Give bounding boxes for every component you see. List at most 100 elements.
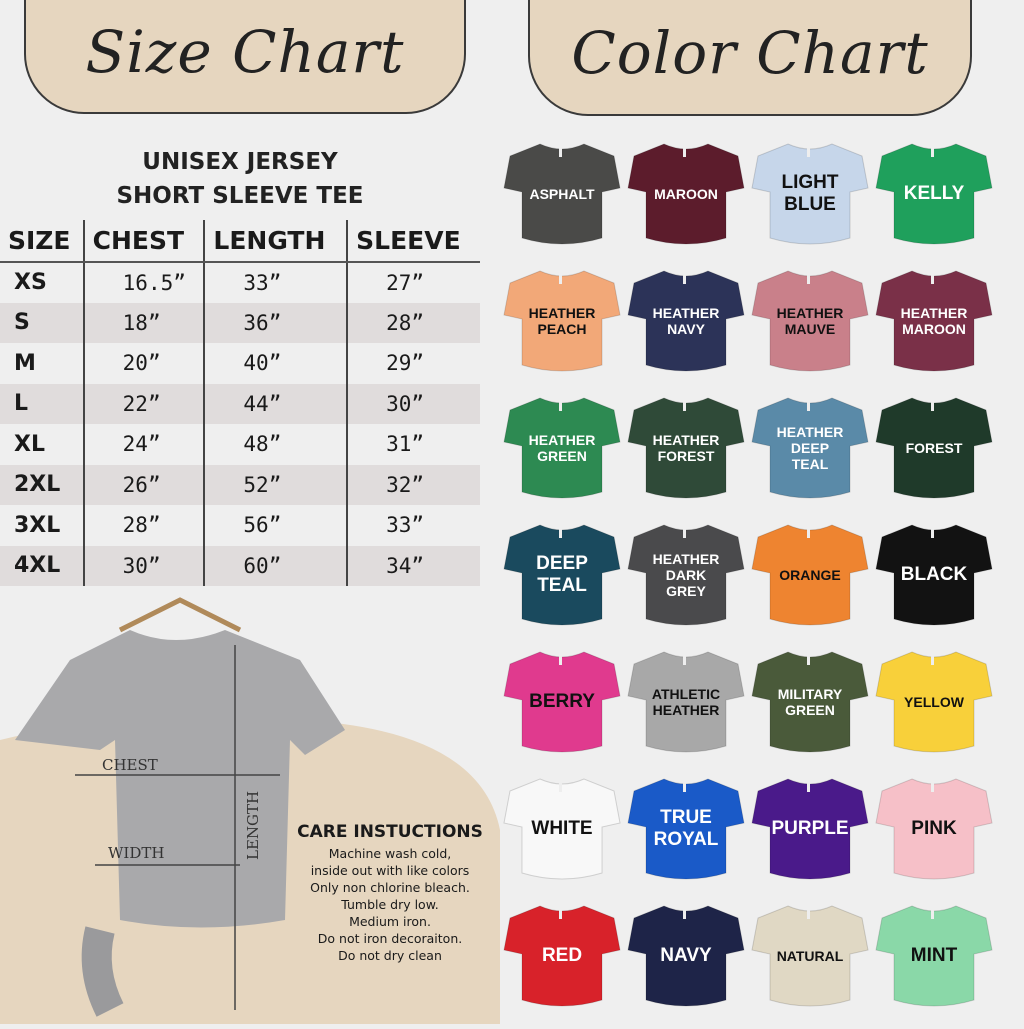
tshirt-icon — [751, 778, 869, 880]
measurement-cell: 31” — [346, 424, 480, 465]
table-row: XL 24” 48” 31” — [0, 424, 480, 465]
color-name: ORANGE — [779, 567, 841, 583]
tshirt-icon — [751, 397, 869, 499]
column-header: SIZE — [0, 220, 84, 263]
color-name: HEATHER DARK GREY — [652, 551, 720, 599]
measurement-cell: 28” — [82, 505, 205, 546]
size-cell: S — [0, 302, 84, 343]
color-swatch: HEATHER DARK GREY — [624, 517, 748, 644]
size-cell: L — [0, 383, 84, 424]
color-swatch: HEATHER PEACH — [500, 263, 624, 390]
tshirt-diagram: CHEST WIDTH LENGTH — [0, 590, 500, 1024]
measurement-cell: 29” — [346, 343, 480, 384]
care-line: Machine wash cold, — [328, 846, 452, 861]
measurement-cell: 30” — [82, 545, 205, 586]
measurement-cell: 30” — [346, 383, 480, 424]
care-line: Tumble dry low. — [341, 897, 439, 912]
tshirt-icon — [503, 397, 621, 499]
tshirt-icon — [503, 905, 621, 1007]
tshirt-icon — [751, 524, 869, 626]
color-swatch: HEATHER NAVY — [624, 263, 748, 390]
tshirt-icon — [503, 778, 621, 880]
tshirt-icon — [627, 778, 745, 880]
color-name: BERRY — [529, 691, 595, 712]
product-name-line1: UNISEX JERSEY — [142, 149, 338, 175]
color-name: MAROON — [654, 186, 718, 202]
color-swatch: BLACK — [872, 517, 996, 644]
tshirt-icon — [751, 143, 869, 245]
color-name: LIGHT BLUE — [781, 172, 839, 215]
color-name: HEATHER GREEN — [528, 432, 596, 464]
size-cell: XS — [14, 270, 47, 296]
color-swatch: MAROON — [624, 136, 748, 263]
table-row: 4XL 30” 60” 34” — [0, 545, 480, 586]
measurement-cell: 40” — [203, 343, 348, 384]
measurement-cell: 36” — [203, 302, 348, 343]
color-name: HEATHER NAVY — [652, 305, 720, 337]
tshirt-icon — [503, 143, 621, 245]
color-grid: ASPHALT MAROON LIGHT BLUE KELLY HEATHER PEAC… — [500, 136, 1020, 1025]
tshirt-icon — [503, 524, 621, 626]
tshirt-icon — [503, 651, 621, 753]
care-title: CARE INSTUCTIONS — [297, 822, 483, 842]
column-header: CHEST — [82, 220, 205, 263]
color-swatch: RED — [500, 898, 624, 1025]
color-swatch: WHITE — [500, 771, 624, 898]
color-swatch: PURPLE — [748, 771, 872, 898]
product-name-line2: SHORT SLEEVE TEE — [116, 183, 364, 209]
hanger-icon — [118, 597, 242, 633]
color-name: BLACK — [900, 564, 968, 585]
color-swatch: ASPHALT — [500, 136, 624, 263]
color-name: TRUE ROYAL — [653, 807, 719, 850]
width-label: WIDTH — [108, 844, 164, 862]
color-swatch: MILITARY GREEN — [748, 644, 872, 771]
table-row: 3XL 28” 56” 33” — [0, 505, 480, 546]
tshirt-icon — [751, 651, 869, 753]
measurement-cell: 18” — [82, 302, 205, 343]
length-label: LENGTH — [244, 791, 262, 860]
color-swatch: HEATHER MAROON — [872, 263, 996, 390]
column-header: LENGTH — [203, 220, 348, 263]
color-name: MINT — [910, 945, 958, 966]
measurement-cell: 34” — [346, 545, 480, 586]
size-chart-title: Size Chart — [24, 0, 466, 114]
measurement-cell: 20” — [82, 343, 205, 384]
color-swatch: BERRY — [500, 644, 624, 771]
tshirt-icon — [751, 905, 869, 1007]
measurement-cell: 44” — [203, 383, 348, 424]
measurement-cell: 16.5” — [82, 262, 205, 303]
color-name: HEATHER DEEP TEAL — [776, 424, 844, 472]
color-name: RED — [541, 945, 583, 966]
tshirt-icon — [875, 397, 993, 499]
tshirt-icon — [875, 778, 993, 880]
column-header: SLEEVE — [346, 220, 480, 263]
care-line: Medium iron. — [349, 914, 431, 929]
size-cell: 4XL — [0, 545, 84, 586]
color-swatch: LIGHT BLUE — [748, 136, 872, 263]
color-swatch: TRUE ROYAL — [624, 771, 748, 898]
measurement-cell: 28” — [346, 302, 480, 343]
size-cell: 2XL — [0, 464, 84, 505]
color-swatch: HEATHER GREEN — [500, 390, 624, 517]
color-swatch: KELLY — [872, 136, 996, 263]
size-table: SIZE CHEST LENGTH SLEEVE XS 16.5” 33” 27” S 18” 3… — [0, 220, 480, 586]
color-swatch: DEEP TEAL — [500, 517, 624, 644]
table-row: L 22” 44” 30” — [0, 383, 480, 424]
tshirt-icon — [627, 905, 745, 1007]
measurement-cell: 24” — [82, 424, 205, 465]
measurement-cell: 22” — [82, 383, 205, 424]
tshirt-icon — [875, 143, 993, 245]
care-instructions: CARE INSTUCTIONS Machine wash cold, insid… — [280, 822, 500, 964]
color-swatch: NAVY — [624, 898, 748, 1025]
color-swatch: ORANGE — [748, 517, 872, 644]
chest-label: CHEST — [102, 756, 158, 774]
color-chart-title: Color Chart — [528, 0, 972, 116]
care-line: Only non chlorine bleach. — [310, 880, 470, 895]
tshirt-icon — [875, 905, 993, 1007]
color-name: HEATHER MAROON — [900, 305, 968, 337]
color-name: YELLOW — [904, 694, 964, 710]
color-name: NAVY — [660, 945, 712, 966]
tshirt-icon — [503, 270, 621, 372]
color-swatch: MINT — [872, 898, 996, 1025]
care-line: inside out with like colors — [310, 863, 470, 878]
